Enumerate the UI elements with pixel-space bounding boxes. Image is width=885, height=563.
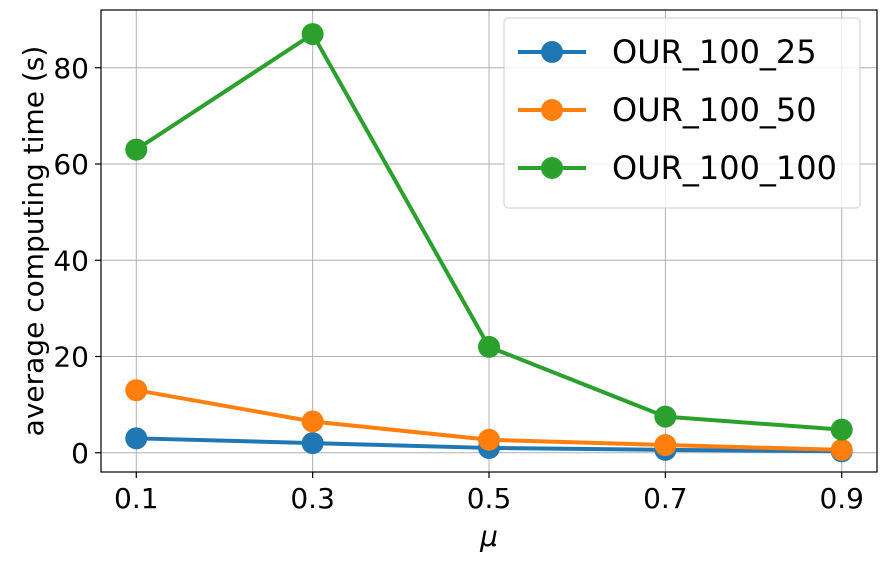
y-axis: 0 20 40 60 80: [53, 52, 101, 470]
x-tick-label: 0.5: [467, 482, 512, 515]
y-tick-label: 80: [53, 52, 89, 85]
data-point: [125, 138, 148, 161]
legend-marker: [541, 99, 563, 121]
x-tick-label: 0.1: [114, 482, 159, 515]
legend-label: OUR_100_50: [612, 91, 817, 129]
data-point: [478, 335, 500, 358]
x-tick-label: 0.9: [819, 482, 864, 515]
legend-item: OUR_100_50: [518, 91, 817, 129]
y-tick-label: 40: [53, 244, 89, 277]
legend-label: OUR_100_25: [612, 33, 817, 71]
legend-marker: [541, 41, 563, 63]
y-axis-label: average computing time (s): [17, 46, 50, 437]
data-point: [301, 23, 324, 46]
x-tick-label: 0.7: [643, 482, 688, 515]
data-point: [301, 432, 324, 455]
data-point: [830, 438, 853, 461]
legend-item: OUR_100_100: [518, 149, 837, 187]
data-point: [654, 434, 677, 457]
legend-box: [503, 17, 861, 209]
x-axis: 0.1 0.3 0.5 0.7 0.9: [114, 472, 864, 515]
legend-label: OUR_100_100: [612, 149, 837, 187]
legend-marker: [541, 157, 563, 179]
data-point: [478, 428, 500, 451]
x-tick-label: 0.3: [290, 482, 335, 515]
data-point: [654, 405, 677, 428]
data-point: [830, 418, 853, 441]
y-tick-label: 20: [53, 341, 89, 374]
legend: OUR_100_25 OUR_100_50 OUR_100_100: [503, 17, 861, 209]
data-point: [125, 379, 148, 402]
y-tick-label: 0: [71, 437, 89, 470]
legend-item: OUR_100_25: [518, 33, 817, 71]
y-tick-label: 60: [53, 148, 89, 181]
series-layer: [125, 23, 853, 463]
data-point: [301, 410, 324, 433]
series-OUR_100_100: [125, 23, 853, 441]
series-OUR_100_50: [125, 379, 853, 461]
x-axis-label: μ: [479, 520, 498, 553]
data-point: [125, 427, 148, 450]
